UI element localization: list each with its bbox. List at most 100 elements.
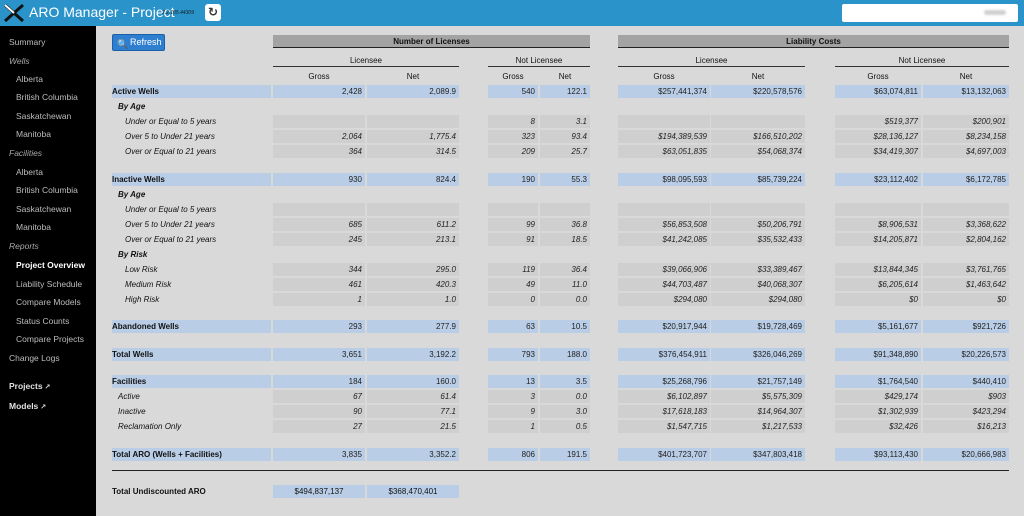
sidebar-item-status-counts[interactable]: Status Counts xyxy=(16,316,69,326)
sidebar-item-wells: Wells xyxy=(9,56,30,66)
table-cell: 190 xyxy=(488,172,538,186)
sidebar-item-label: Models xyxy=(9,401,39,411)
refresh-icon[interactable]: ↻ xyxy=(205,4,221,21)
table-cell: $376,454,911 xyxy=(618,347,710,361)
user-name-blurred xyxy=(984,10,1006,15)
table-cell: 1 xyxy=(273,292,365,306)
table-cell: 3,835 xyxy=(273,447,365,461)
table-cell: $93,113,430 xyxy=(835,447,921,461)
table-cell: 63 xyxy=(488,320,538,333)
sidebar-item-label: Manitoba xyxy=(16,129,51,139)
table-cell: 344 xyxy=(273,262,365,276)
row-label: Total Wells xyxy=(112,349,154,359)
table-cell: $34,419,307 xyxy=(835,145,921,158)
table-cell xyxy=(540,202,590,216)
sidebar-item-saskatchewan[interactable]: Saskatchewan xyxy=(16,111,71,121)
sidebar-item-project-overview[interactable]: Project Overview xyxy=(16,260,85,270)
sidebar-item-label: Projects xyxy=(9,381,43,391)
table-cell: 2,064 xyxy=(273,130,365,143)
row-label: Low Risk xyxy=(125,264,158,274)
external-link-icon: ↗ xyxy=(40,404,47,411)
column-header: Net xyxy=(558,72,572,81)
sub-header: Licensee xyxy=(273,54,459,67)
row-label: Total ARO (Wells + Facilities) xyxy=(112,449,222,459)
table-cell: 1.0 xyxy=(367,292,459,306)
refresh-button[interactable]: 🔍 Refresh xyxy=(112,34,165,51)
sidebar-item-alberta[interactable]: Alberta xyxy=(16,74,43,84)
table-cell: $8,234,158 xyxy=(923,130,1009,143)
table-cell: $326,046,269 xyxy=(711,347,805,361)
table-cell: $1,217,533 xyxy=(711,420,805,433)
sidebar-item-facilities: Facilities xyxy=(9,148,42,158)
sidebar-item-british-columbia[interactable]: British Columbia xyxy=(16,185,78,195)
sidebar-item-label: Change Logs xyxy=(9,353,60,363)
sidebar-item-alberta[interactable]: Alberta xyxy=(16,167,43,177)
table-cell: 160.0 xyxy=(367,375,459,388)
top-bar: ARO Manager - Project 2.2.105.44309 ↻ xyxy=(0,0,1024,26)
sidebar-item-label: Project Overview xyxy=(16,260,85,270)
table-cell: 8 xyxy=(488,115,538,128)
table-cell: $6,205,614 xyxy=(835,277,921,291)
sidebar-item-change-logs[interactable]: Change Logs xyxy=(9,353,60,363)
table-cell: 91 xyxy=(488,232,538,246)
table-cell: 611.2 xyxy=(367,217,459,231)
sidebar-item-label: Saskatchewan xyxy=(16,111,72,121)
sidebar-item-manitoba[interactable]: Manitoba xyxy=(16,222,51,232)
table-cell: 323 xyxy=(488,130,538,143)
table-cell: $3,761,765 xyxy=(923,262,1009,276)
undiscounted-value: $494,837,137 xyxy=(273,485,365,498)
table-cell: $0 xyxy=(835,292,921,306)
table-cell: $39,066,906 xyxy=(618,262,710,276)
table-cell: $56,853,508 xyxy=(618,217,710,231)
table-cell: 0 xyxy=(488,292,538,306)
table-cell: 540 xyxy=(488,85,538,98)
sidebar-item-saskatchewan[interactable]: Saskatchewan xyxy=(16,204,71,214)
search-icon: 🔍 xyxy=(117,39,129,49)
table-cell: 119 xyxy=(488,262,538,276)
table-cell xyxy=(273,202,365,216)
row-label: Reclamation Only xyxy=(118,422,182,431)
row-label-background xyxy=(112,347,271,361)
sidebar-item-label: Compare Models xyxy=(16,297,81,307)
row-label: By Age xyxy=(118,189,146,199)
table-cell: 0.0 xyxy=(540,390,590,403)
table-cell: $5,575,309 xyxy=(711,390,805,403)
column-header: Gross xyxy=(308,72,330,81)
sidebar-item-manitoba[interactable]: Manitoba xyxy=(16,129,51,139)
table-cell: 3.5 xyxy=(540,375,590,388)
row-label: Under or Equal to 5 years xyxy=(125,204,217,214)
sidebar-item-compare-projects[interactable]: Compare Projects xyxy=(16,334,84,344)
row-label: Over or Equal to 21 years xyxy=(125,147,217,156)
sidebar-item-models[interactable]: Models ↗ xyxy=(9,401,46,411)
table-cell: $50,206,791 xyxy=(711,217,805,231)
table-cell: 18.5 xyxy=(540,232,590,246)
table-cell: $1,302,939 xyxy=(835,405,921,418)
group-header-costs: Liability Costs xyxy=(618,35,1009,48)
sidebar-item-projects[interactable]: Projects ↗ xyxy=(9,381,50,391)
sidebar-item-liability-schedule[interactable]: Liability Schedule xyxy=(16,279,82,289)
table-cell: 122.1 xyxy=(540,85,590,98)
table-cell: $13,132,063 xyxy=(923,85,1009,98)
table-cell: $41,242,085 xyxy=(618,232,710,246)
table-cell: 188.0 xyxy=(540,347,590,361)
refresh-button-label: Refresh xyxy=(130,37,162,47)
user-menu[interactable] xyxy=(842,4,1018,22)
table-cell: $14,205,871 xyxy=(835,232,921,246)
row-label: Active Wells xyxy=(112,87,159,96)
sidebar: Summary Wells Alberta British Columbia Saska… xyxy=(0,26,96,516)
sidebar-item-british-columbia[interactable]: British Columbia xyxy=(16,92,78,102)
undiscounted-value: $368,470,401 xyxy=(367,485,459,498)
table-cell: $20,917,944 xyxy=(618,320,710,333)
sidebar-item-summary[interactable]: Summary xyxy=(9,37,45,47)
table-cell: 3.0 xyxy=(540,405,590,418)
table-cell: 3,192.2 xyxy=(367,347,459,361)
table-cell: $85,739,224 xyxy=(711,172,805,186)
table-cell: 277.9 xyxy=(367,320,459,333)
sidebar-item-label: British Columbia xyxy=(16,92,78,102)
table-cell: $440,410 xyxy=(923,375,1009,388)
row-label: Over 5 to Under 21 years xyxy=(125,219,215,229)
sidebar-item-compare-models[interactable]: Compare Models xyxy=(16,297,81,307)
table-cell: 3.1 xyxy=(540,115,590,128)
column-header: Net xyxy=(959,72,973,81)
table-cell: $423,294 xyxy=(923,405,1009,418)
